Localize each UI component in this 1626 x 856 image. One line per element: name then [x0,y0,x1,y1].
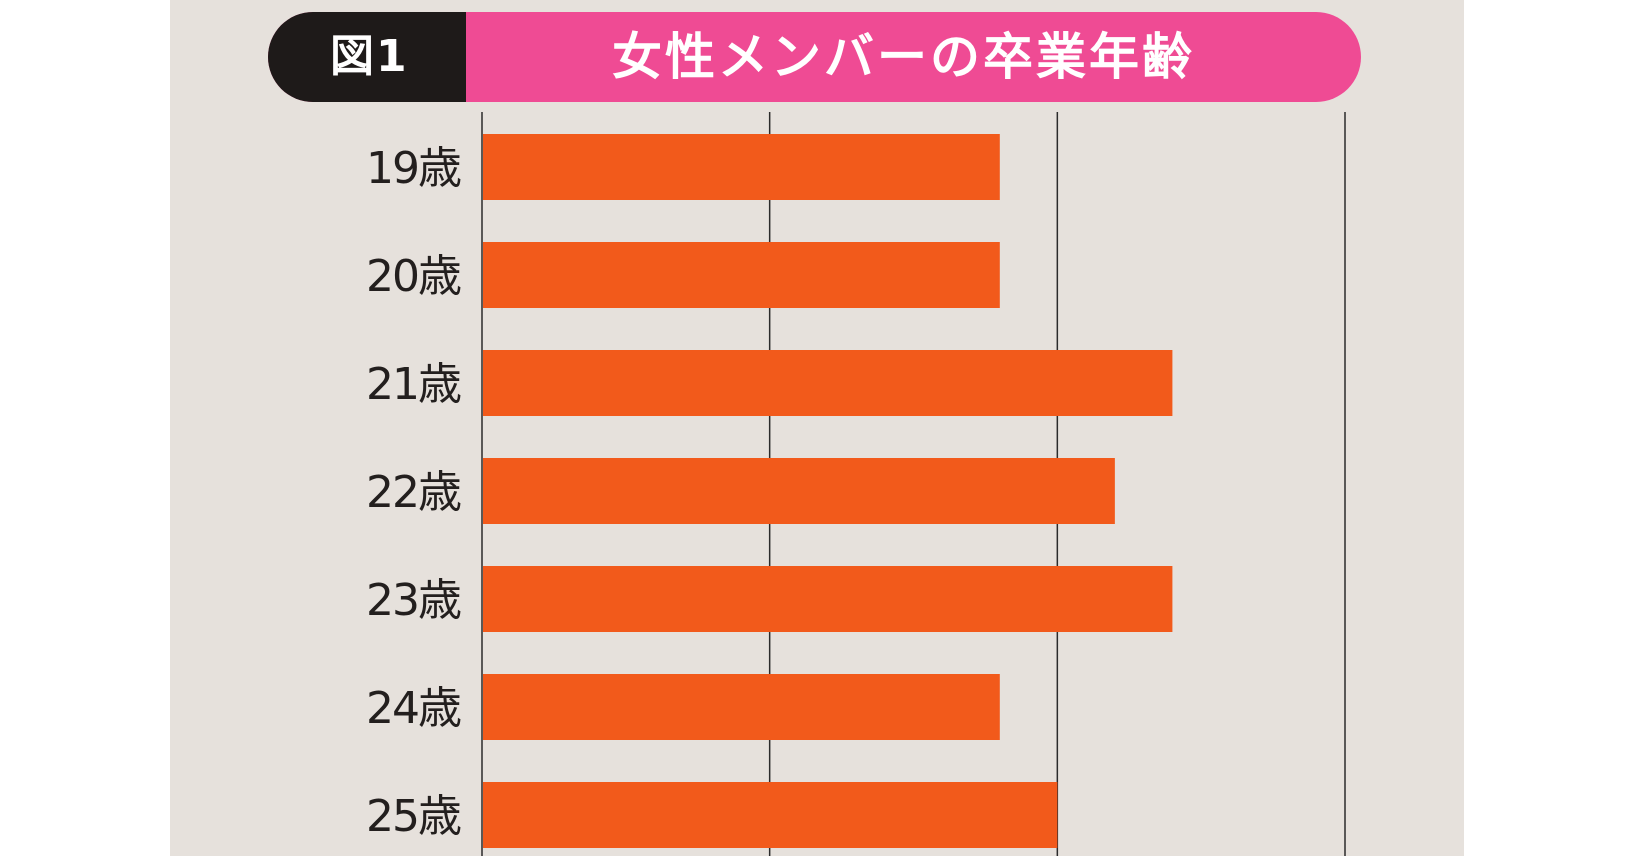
bar-0 [483,134,1000,200]
bar-6 [483,782,1058,848]
bar-2 [483,350,1173,416]
bar-1 [483,242,1000,308]
category-label-5: 24歳 [366,683,461,734]
bar-layer [483,134,1173,848]
category-label-6: 25歳 [366,791,461,842]
figure-label-box: 図1 [268,12,466,102]
title-bar: 図1 女性メンバーの卒業年齢 [268,12,1361,102]
category-label-1: 20歳 [366,251,461,302]
figure-label: 図1 [330,31,409,82]
category-label-3: 22歳 [366,467,461,518]
category-label-4: 23歳 [366,575,461,626]
category-label-0: 19歳 [366,143,461,194]
bar-5 [483,674,1000,740]
category-label-layer: 19歳 20歳 21歳 22歳 23歳 24歳 25歳 [366,143,463,842]
bar-4 [483,566,1173,632]
chart-title: 女性メンバーの卒業年齢 [612,28,1195,86]
bar-3 [483,458,1115,524]
category-label-2: 21歳 [366,359,461,410]
